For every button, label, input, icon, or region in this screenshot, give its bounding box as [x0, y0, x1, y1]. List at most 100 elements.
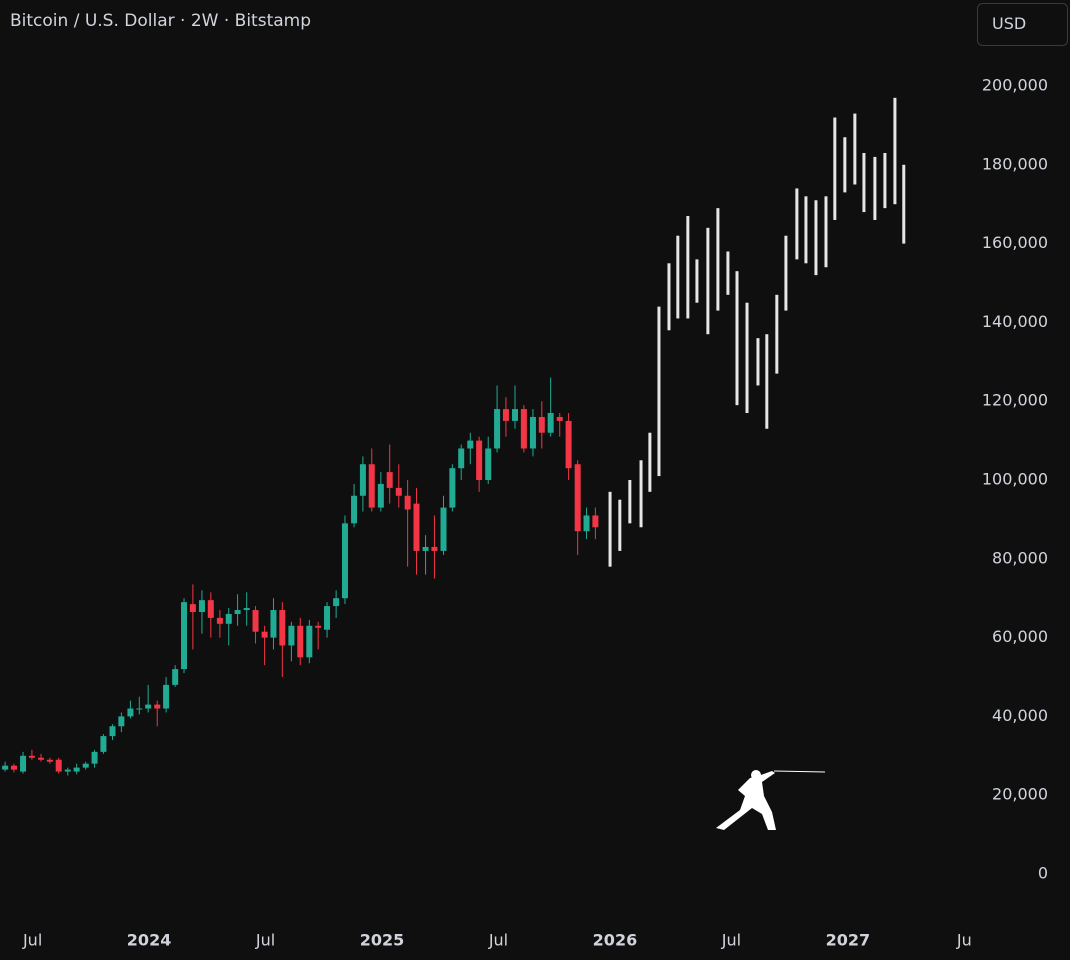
candle-body [46, 759, 53, 762]
x-tick-label: Jul [22, 931, 42, 950]
projection-bar [902, 164, 906, 244]
candle-body [127, 708, 134, 717]
x-tick-label: Jul [721, 931, 741, 950]
y-tick-label: 160,000 [982, 233, 1048, 252]
candle-body [297, 625, 304, 658]
candle-body [341, 523, 348, 599]
candle-body [324, 606, 331, 630]
fencer-blade [773, 770, 826, 773]
candle-body [359, 464, 366, 496]
candle-body [163, 684, 170, 709]
candle-body [440, 507, 447, 551]
projection-bar [843, 137, 847, 193]
projection-bar [695, 259, 699, 303]
projection-bar [873, 156, 877, 220]
projection-bar [833, 117, 837, 220]
candle-body [520, 409, 527, 449]
candle-body [404, 495, 411, 510]
candle-body [198, 600, 205, 612]
candle-body [225, 613, 232, 624]
candle-body [449, 468, 456, 508]
candle-body [377, 483, 384, 508]
projection-bar [853, 113, 857, 185]
projection-bar [657, 306, 661, 477]
candle-body [118, 716, 125, 727]
projection-bar [686, 216, 690, 319]
candle-body [261, 631, 268, 638]
candle-body [82, 763, 89, 768]
candle-body [145, 704, 152, 709]
candle-body [279, 610, 286, 646]
projection-bar [795, 188, 799, 260]
projection-bar [862, 152, 866, 213]
candle-body [395, 487, 402, 496]
y-tick-label: 200,000 [982, 76, 1048, 95]
candle-body [467, 440, 474, 449]
candle-body [431, 546, 438, 551]
candle-body [91, 751, 98, 764]
candle-body [20, 755, 27, 772]
candle-body [154, 704, 161, 709]
currency-button[interactable] [977, 3, 1068, 46]
candle-body [10, 765, 17, 770]
candle-body [333, 598, 340, 607]
projection-bar [775, 294, 779, 374]
projection-bar [765, 334, 769, 429]
projection-bar [706, 227, 710, 335]
projection-bar [639, 460, 643, 528]
candle-body [476, 440, 483, 480]
candle-body [234, 610, 241, 614]
candle-body [243, 608, 250, 611]
projection-bar [883, 152, 887, 209]
y-tick-label: 120,000 [982, 391, 1048, 410]
candle-body [216, 617, 223, 624]
x-tick-label: Jul [255, 931, 275, 950]
candle-body [583, 515, 590, 532]
y-tick-label: 80,000 [992, 548, 1048, 567]
projection-bar [676, 235, 680, 319]
projection-bar [726, 251, 730, 295]
projection-bar [608, 491, 612, 567]
x-tick-label: 2024 [127, 931, 172, 950]
candle-body [502, 409, 509, 421]
x-tick-label: 2025 [360, 931, 405, 950]
candle-body [306, 625, 313, 658]
x-tick-label: 2026 [593, 931, 638, 950]
projection-bar [804, 196, 808, 264]
y-tick-label: 140,000 [982, 312, 1048, 331]
projection-bar [745, 302, 749, 414]
candle-body [73, 767, 80, 772]
candle-body [565, 420, 572, 469]
projection-bar [648, 432, 652, 492]
candle-body [351, 495, 358, 524]
projection-bar [784, 235, 788, 311]
currency-label: USD [992, 14, 1026, 33]
candle-body [64, 769, 71, 772]
projection-bar [824, 196, 828, 268]
y-tick-label: 40,000 [992, 706, 1048, 725]
y-tick-label: 0 [1038, 864, 1048, 883]
y-tick-label: 60,000 [992, 627, 1048, 646]
projection-bar [628, 480, 632, 524]
x-tick-label: Jul [488, 931, 508, 950]
projection-bar [756, 338, 760, 386]
fencer-icon [716, 771, 776, 830]
candle-body [422, 546, 429, 551]
candle-body [207, 600, 214, 618]
candle-body [368, 464, 375, 508]
candle-body [413, 503, 420, 551]
candle-body [547, 413, 554, 433]
candle-body [458, 448, 465, 469]
candle-body [529, 416, 536, 449]
projection-bar [735, 271, 739, 406]
candle-body [538, 416, 545, 433]
candle-body [556, 416, 563, 421]
candle-body [100, 736, 107, 752]
projection-bar [618, 499, 622, 551]
candle-body [109, 726, 116, 737]
x-tick-label: Ju [956, 931, 972, 950]
candle-body [512, 409, 519, 421]
candle-body [288, 625, 295, 646]
